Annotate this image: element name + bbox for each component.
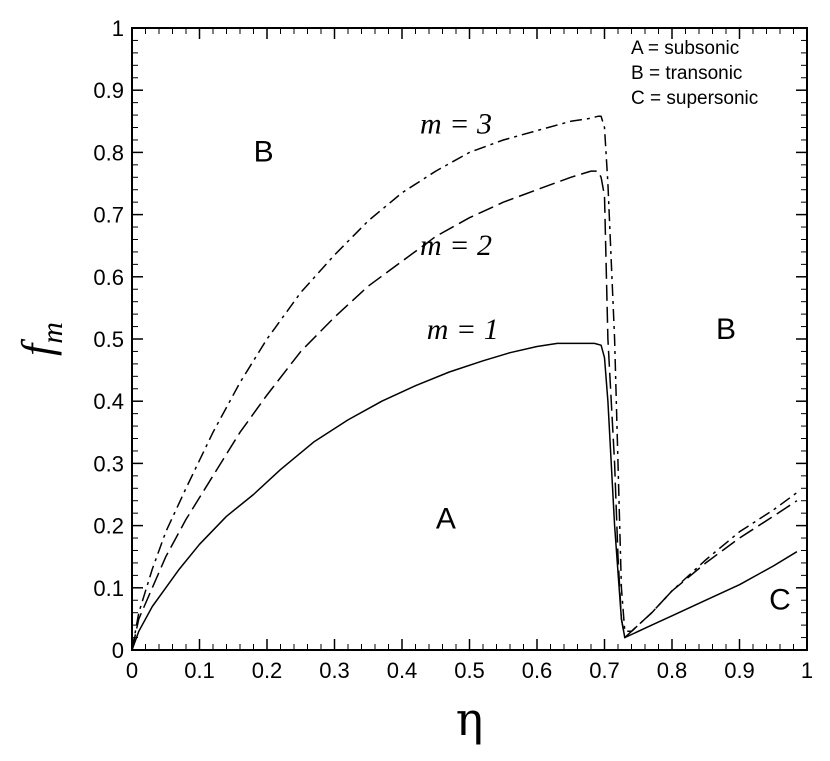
y-axis-title: fm (13, 322, 69, 356)
curve-label: m = 2 (420, 229, 492, 262)
legend-entry-c: C = supersonic (631, 88, 758, 109)
x-axis-title: η (456, 692, 484, 746)
y-tick-label: 0.1 (93, 576, 124, 601)
x-tick-label: 1 (801, 658, 813, 683)
x-tick-label: 0 (126, 658, 138, 683)
y-tick-label: 1 (112, 16, 124, 41)
y-tick-label: 0.6 (93, 265, 124, 290)
y-tick-label: 0 (112, 638, 124, 663)
legend-entry-b: B = transonic (631, 63, 742, 84)
region-label: B (716, 313, 736, 346)
series-line-m1 (131, 342, 798, 651)
y-tick-label: 0.3 (93, 451, 124, 476)
x-tick-label: 0.4 (387, 658, 418, 683)
x-tick-label: 0.6 (522, 658, 553, 683)
y-tick-label: 0.7 (93, 203, 124, 228)
labels-group: m = 3 m = 2 m = 1 B B A C (254, 108, 791, 617)
curve-label: m = 1 (427, 313, 499, 346)
y-tick-label: 0.4 (93, 389, 124, 414)
y-axis-title-subscript: m (36, 322, 69, 344)
x-tick-label: 0.9 (724, 658, 755, 683)
y-tick-label: 0.8 (93, 140, 124, 165)
series-group (131, 115, 798, 651)
y-tick-label: 0.5 (93, 327, 124, 352)
legend-entry-a: A = subsonic (631, 38, 739, 59)
legend: A = subsonic B = transonic C = supersoni… (631, 38, 758, 109)
region-label: A (436, 503, 456, 536)
y-tick-label: 0.9 (93, 78, 124, 103)
x-tick-label: 0.1 (184, 658, 215, 683)
x-tick-label: 0.8 (657, 658, 688, 683)
region-label: C (769, 584, 791, 617)
y-tick-label: 0.2 (93, 514, 124, 539)
series-line-m3 (131, 115, 798, 651)
region-label: B (254, 136, 274, 169)
x-tick-label: 0.7 (589, 658, 620, 683)
x-tick-label: 0.3 (319, 658, 350, 683)
x-tick-label: 0.5 (454, 658, 485, 683)
ticks-group: 0 0.1 0.2 0.3 0.4 0.5 0.6 0.7 0.8 0.9 1 0 0.1 0.2 0.3 0… (93, 16, 813, 683)
series-line-m2 (131, 170, 798, 651)
curve-label: m = 3 (420, 108, 492, 141)
x-tick-label: 0.2 (252, 658, 283, 683)
